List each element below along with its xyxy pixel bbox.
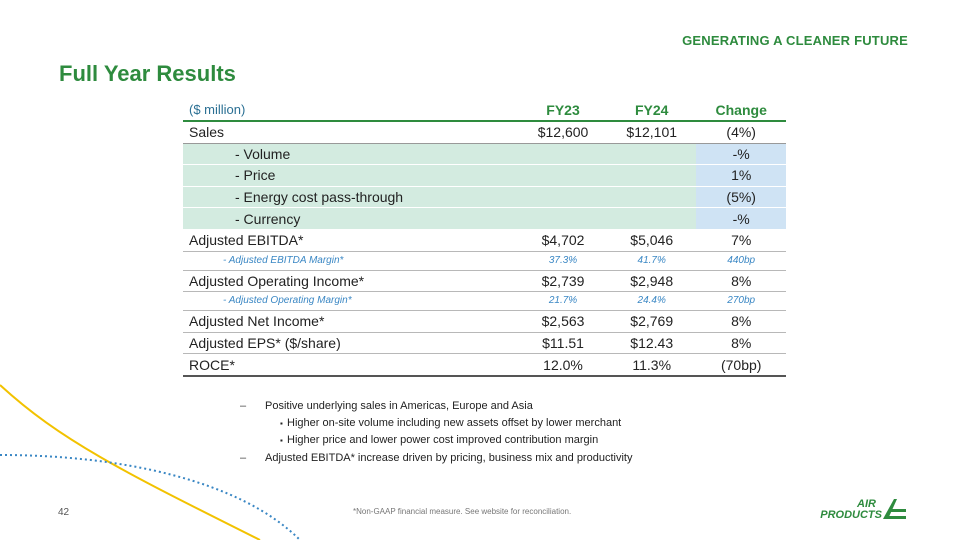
fy24-value: $5,046 (607, 229, 697, 252)
fy23-value (519, 186, 608, 209)
row-label: - Energy cost pass-through (183, 186, 520, 209)
fy24-value (607, 207, 697, 230)
row-label: Adjusted Net Income* (183, 310, 520, 333)
fy23-value: $11.51 (519, 332, 608, 355)
table-row: - Adjusted EBITDA Margin* 37.3% 41.7% 44… (183, 251, 786, 271)
table-row: - Energy cost pass-through (5%) (183, 186, 786, 209)
row-label: Sales (183, 121, 520, 144)
note-text: Positive underlying sales in Americas, E… (265, 400, 533, 412)
table-header-row: ($ million) FY23 FY24 Change (183, 100, 786, 122)
fy23-value: 12.0% (519, 353, 608, 377)
table-row: - Price 1% (183, 164, 786, 187)
table-row: - Currency -% (183, 207, 786, 230)
bullet-icon: ▪ (280, 436, 283, 445)
change-value: -% (696, 207, 786, 230)
fy23-value (519, 207, 608, 230)
fy23-value (519, 143, 608, 166)
change-value: 270bp (696, 291, 786, 312)
fy23-value: 37.3% (519, 251, 608, 271)
row-label: - Adjusted Operating Margin* (183, 291, 520, 312)
logo-line-air: AIR (857, 498, 876, 510)
table-row: ROCE* 12.0% 11.3% (70bp) (183, 353, 786, 377)
row-label: Adjusted EBITDA* (183, 229, 520, 252)
sub-note-text: Higher on-site volume including new asse… (287, 417, 622, 429)
air-products-logo: AIR PRODUCTS (800, 496, 910, 522)
fy23-value (519, 164, 608, 187)
row-label: - Adjusted EBITDA Margin* (183, 251, 520, 271)
change-value: -% (696, 143, 786, 166)
fy24-value (607, 143, 697, 166)
change-value: 8% (696, 332, 786, 355)
change-value: 440bp (696, 251, 786, 271)
change-value: (5%) (696, 186, 786, 209)
row-label: Adjusted EPS* ($/share) (183, 332, 520, 355)
column-header-change: Change (696, 100, 786, 122)
change-value: 8% (696, 270, 786, 293)
sub-note-text: Higher price and lower power cost improv… (287, 434, 599, 446)
fy23-value: $2,563 (519, 310, 608, 333)
page-title: Full Year Results (59, 61, 236, 86)
row-label: ROCE* (183, 353, 520, 377)
table-row: - Volume -% (183, 143, 786, 166)
table-row: Adjusted EBITDA* $4,702 $5,046 7% (183, 229, 786, 252)
change-value: (4%) (696, 121, 786, 144)
units-label: ($ million) (183, 100, 520, 122)
fy23-value: $2,739 (519, 270, 608, 293)
logo-mark-icon (883, 499, 906, 519)
fy24-value: $12.43 (607, 332, 697, 355)
note-text: Adjusted EBITDA* increase driven by pric… (265, 452, 633, 464)
fy24-value: $2,948 (607, 270, 697, 293)
logo-line-products: PRODUCTS (820, 509, 882, 521)
change-value: 7% (696, 229, 786, 252)
fy23-value: $12,600 (519, 121, 608, 144)
change-value: 8% (696, 310, 786, 333)
tagline: GENERATING A CLEANER FUTURE (682, 33, 908, 48)
table-row: Adjusted EPS* ($/share) $11.51 $12.43 8% (183, 332, 786, 355)
table-row: - Adjusted Operating Margin* 21.7% 24.4%… (183, 291, 786, 312)
row-label: - Volume (183, 143, 520, 166)
row-label: - Price (183, 164, 520, 187)
fy23-value: 21.7% (519, 291, 608, 312)
fy24-value: 11.3% (607, 353, 697, 377)
dash-marker: – (240, 452, 247, 464)
bullet-icon: ▪ (280, 419, 283, 428)
fy24-value: $12,101 (607, 121, 697, 144)
page-number: 42 (58, 507, 70, 518)
table-row: Adjusted Net Income* $2,563 $2,769 8% (183, 310, 786, 333)
fy24-value: 24.4% (607, 291, 697, 312)
footnote: *Non-GAAP financial measure. See website… (353, 507, 572, 516)
row-label: Adjusted Operating Income* (183, 270, 520, 293)
column-header-fy24: FY24 (607, 100, 697, 122)
fy23-value: $4,702 (519, 229, 608, 252)
table-row: Adjusted Operating Income* $2,739 $2,948… (183, 270, 786, 293)
results-table: ($ million) FY23 FY24 Change Sales $12,6… (183, 100, 786, 377)
row-label: - Currency (183, 207, 520, 230)
dash-marker: – (240, 400, 247, 412)
fy24-value (607, 186, 697, 209)
change-value: 1% (696, 164, 786, 187)
column-header-fy23: FY23 (519, 100, 608, 122)
fy24-value: $2,769 (607, 310, 697, 333)
fy24-value (607, 164, 697, 187)
change-value: (70bp) (696, 353, 786, 377)
table-row: Sales $12,600 $12,101 (4%) (183, 121, 786, 144)
fy24-value: 41.7% (607, 251, 697, 271)
